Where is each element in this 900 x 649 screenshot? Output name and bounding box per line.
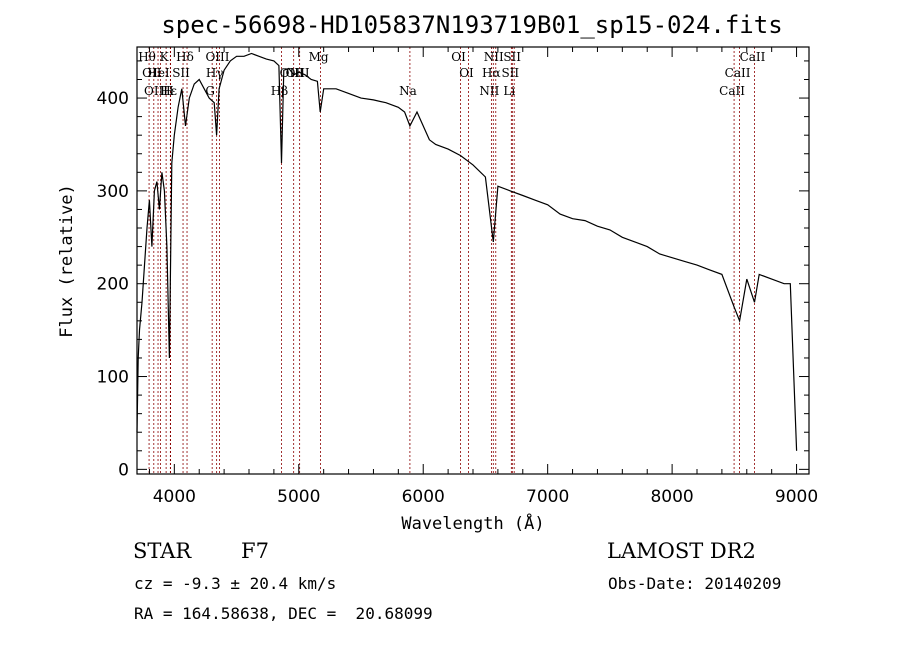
spectral-line-label: OII [142, 66, 162, 80]
spectral-line-label: NII [479, 84, 499, 98]
x-tick-label: 4000 [153, 487, 196, 507]
spectral-line-label: Hδ [176, 50, 194, 64]
spectral-line-label: HeI [147, 66, 170, 80]
y-axis-label: Flux (relative) [57, 184, 77, 338]
spectral-line-label: CaII [725, 66, 751, 80]
spectral-line-markers [148, 47, 755, 474]
y-tick-label: 0 [118, 460, 129, 480]
spectral-line-labels: HθOIIOIIIHeIKHHεSIIHδGHγOIIIHβOIIIOIIIMg… [138, 50, 765, 98]
spectral-line-label: CaII [740, 50, 766, 64]
y-tick-label: 400 [97, 89, 129, 109]
spectral-line-label: Hε [160, 84, 177, 98]
spectral-line-label: Na [399, 84, 417, 98]
x-tick-label: 9000 [775, 487, 818, 507]
spectral-line-label: G [205, 84, 215, 98]
x-tick-label: 6000 [402, 487, 445, 507]
spectral-line-label: OIII [144, 84, 168, 98]
y-tick-label: 100 [97, 368, 129, 388]
spectral-subclass: F7 [241, 539, 269, 563]
spectral-line-label: OI [459, 66, 474, 80]
spectral-line-label: SII [503, 50, 521, 64]
object-type: STAR [133, 539, 192, 563]
x-axis-ticks: 4000 5000 6000 7000 8000 9000 [148, 47, 818, 507]
chart-title: spec-56698-HD105837N193719B01_sp15-024.f… [161, 11, 782, 39]
spectral-line-label: SII [501, 66, 519, 80]
y-tick-label: 200 [97, 275, 129, 295]
spectral-line-label: CaII [719, 84, 745, 98]
spectral-line-label: NII [484, 50, 504, 64]
x-tick-label: 7000 [526, 487, 569, 507]
survey-name: LAMOST DR2 [607, 539, 756, 563]
spectral-line-label: OI [451, 50, 466, 64]
observation-date: Obs-Date: 20140209 [608, 574, 782, 593]
redshift-readout: cz = -9.3 ± 20.4 km/s [134, 574, 337, 593]
spectral-line-label: OIII [205, 50, 229, 64]
x-tick-label: 8000 [650, 487, 693, 507]
spectral-line-label: Mg [309, 50, 329, 64]
spectral-line-label: K [160, 50, 170, 64]
spectral-line-label: H [163, 84, 173, 98]
spectrum-line [136, 52, 798, 451]
coordinates-readout: RA = 164.58638, DEC = 20.68099 [134, 604, 433, 623]
spectral-line-label: Li [503, 84, 515, 98]
y-tick-label: 300 [97, 182, 129, 202]
spectral-line-label: Hγ [206, 66, 224, 80]
x-axis-label: Wavelength (Å) [401, 512, 544, 534]
spectral-line-label: Hθ [138, 50, 156, 64]
x-tick-label: 5000 [277, 487, 320, 507]
spectral-line-label: SII [172, 66, 190, 80]
spectral-line-label: Hα [482, 66, 501, 80]
y-axis-ticks: 0 100 200 300 400 [97, 60, 809, 480]
plot-frame [136, 46, 810, 475]
